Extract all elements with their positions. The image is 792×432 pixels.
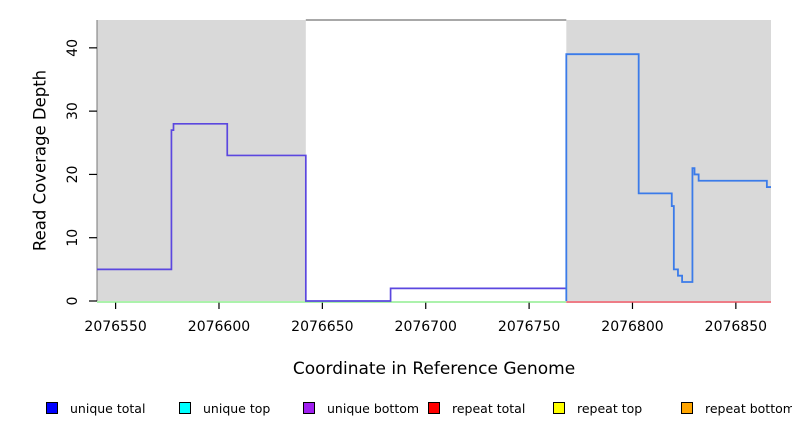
- y-tick-label: 20: [65, 166, 81, 184]
- x-tick-label: 2076600: [188, 319, 250, 335]
- y-tick-label: 0: [65, 297, 81, 306]
- y-tick-label: 10: [65, 229, 81, 247]
- shaded-repeat-region: [97, 20, 306, 301]
- x-tick-label: 2076850: [705, 319, 767, 335]
- x-axis-title: Coordinate in Reference Genome: [292, 359, 576, 379]
- series-unique-bottom: [97, 122, 567, 302]
- y-axis-title: Read Coverage Depth: [30, 69, 50, 252]
- x-tick-label: 2076800: [601, 319, 663, 335]
- y-tick-label: 30: [65, 102, 81, 120]
- x-tick-label: 2076550: [84, 319, 146, 335]
- series-unique-total: [565, 53, 771, 301]
- y-tick-label: 40: [65, 39, 81, 57]
- x-tick-label: 2076700: [395, 319, 457, 335]
- x-tick-label: 2076750: [498, 319, 560, 335]
- x-tick-label: 2076650: [291, 319, 353, 335]
- shaded-repeat-region: [566, 20, 771, 301]
